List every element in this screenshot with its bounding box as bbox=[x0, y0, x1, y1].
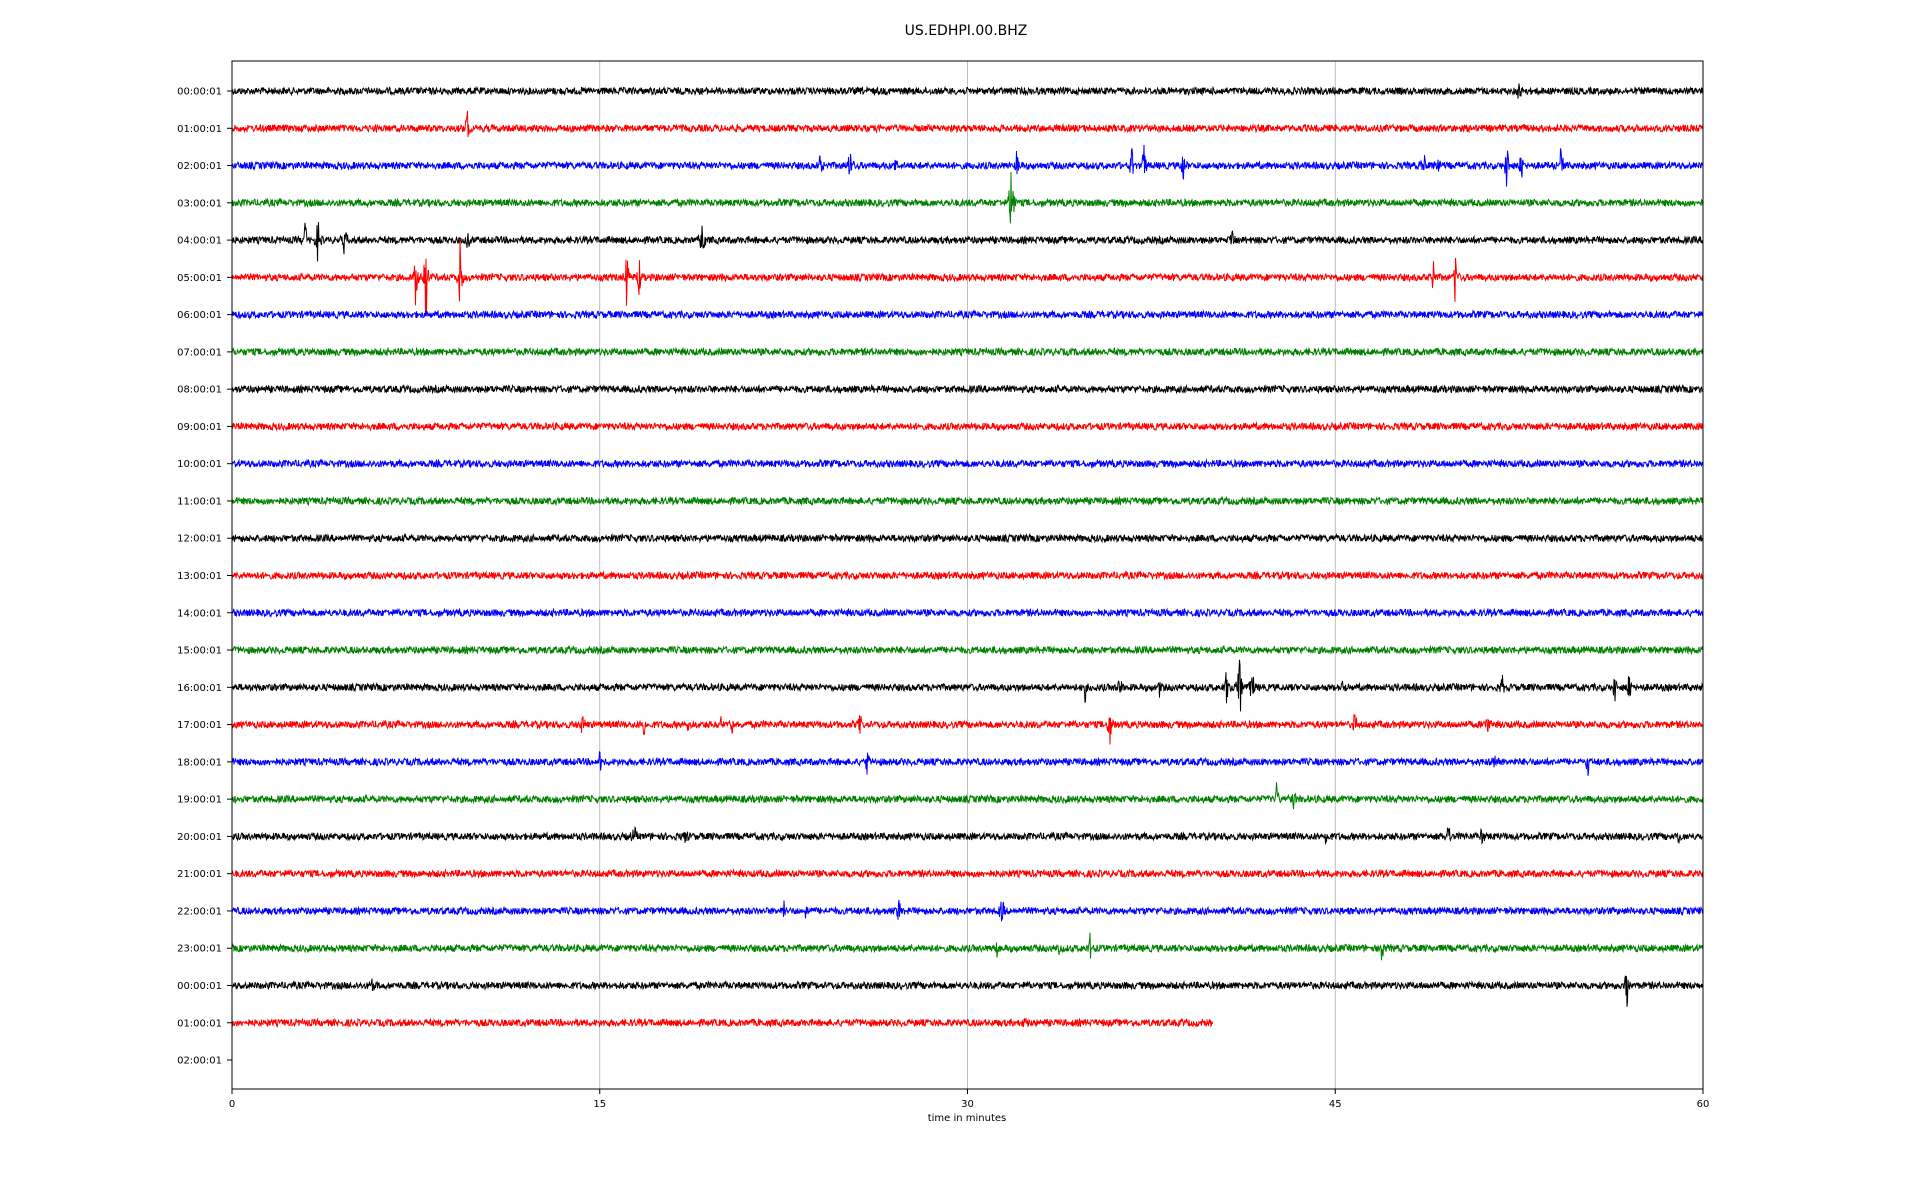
row-label: 11:00:01 bbox=[177, 496, 222, 507]
trace-row bbox=[231, 532, 1704, 544]
row-label: 13:00:01 bbox=[177, 571, 222, 582]
trace-row bbox=[231, 1017, 1213, 1029]
traces bbox=[231, 83, 1704, 1029]
trace-row bbox=[231, 899, 1704, 922]
x-tick-label: 60 bbox=[1697, 1099, 1710, 1110]
trace-row bbox=[231, 458, 1704, 469]
x-tick-label: 0 bbox=[229, 1099, 235, 1110]
x-ticks: 0 15 30 45 60 bbox=[229, 1089, 1710, 1110]
trace-row bbox=[231, 932, 1704, 961]
trace-row bbox=[231, 751, 1704, 776]
row-label: 05:00:01 bbox=[177, 273, 222, 284]
row-label: 10:00:01 bbox=[177, 459, 222, 470]
trace-row bbox=[231, 222, 1704, 262]
trace-row bbox=[231, 309, 1704, 321]
row-label: 00:00:01 bbox=[177, 87, 222, 98]
trace-row bbox=[231, 346, 1704, 358]
row-label: 00:00:01 bbox=[177, 981, 222, 992]
trace-row bbox=[231, 782, 1704, 810]
row-label: 18:00:01 bbox=[177, 757, 222, 768]
trace-row bbox=[231, 826, 1703, 845]
trace-row bbox=[231, 421, 1704, 432]
x-tick-label: 30 bbox=[961, 1099, 974, 1110]
trace-row bbox=[231, 975, 1704, 1007]
x-axis-label: time in minutes bbox=[928, 1113, 1007, 1124]
row-label: 19:00:01 bbox=[177, 795, 222, 806]
row-label: 02:00:01 bbox=[177, 161, 222, 172]
trace-row bbox=[231, 495, 1704, 507]
row-label: 02:00:01 bbox=[177, 1056, 222, 1067]
row-label: 01:00:01 bbox=[177, 1018, 222, 1029]
trace-row bbox=[231, 383, 1704, 395]
trace-row bbox=[231, 713, 1704, 745]
row-label: 09:00:01 bbox=[177, 422, 222, 433]
row-label: 03:00:01 bbox=[177, 198, 222, 209]
row-label: 16:00:01 bbox=[177, 683, 222, 694]
row-labels: 00:00:01 01:00:01 02:00:01 03:00:01 04:00:01… bbox=[177, 87, 232, 1067]
trace-row bbox=[231, 110, 1704, 138]
trace-row bbox=[231, 83, 1704, 99]
row-label: 07:00:01 bbox=[177, 347, 222, 358]
x-tick-label: 15 bbox=[593, 1099, 606, 1110]
row-label: 04:00:01 bbox=[177, 236, 222, 247]
trace-row bbox=[231, 659, 1704, 712]
row-label: 08:00:01 bbox=[177, 385, 222, 396]
trace-row bbox=[231, 607, 1704, 619]
trace-row bbox=[231, 868, 1704, 880]
trace-row bbox=[231, 144, 1704, 187]
row-label: 20:00:01 bbox=[177, 832, 222, 843]
row-label: 01:00:01 bbox=[177, 124, 222, 135]
trace-row bbox=[231, 171, 1704, 224]
plot-frame bbox=[231, 60, 1704, 1090]
x-tick-label: 45 bbox=[1329, 1099, 1342, 1110]
row-label: 12:00:01 bbox=[177, 534, 222, 545]
trace-row bbox=[231, 644, 1704, 656]
trace-row bbox=[231, 570, 1704, 581]
row-label: 17:00:01 bbox=[177, 720, 222, 731]
row-label: 06:00:01 bbox=[177, 310, 222, 321]
row-label: 21:00:01 bbox=[177, 869, 222, 880]
row-label: 14:00:01 bbox=[177, 608, 222, 619]
trace-row bbox=[231, 238, 1704, 316]
row-label: 15:00:01 bbox=[177, 646, 222, 657]
chart-title: US.EDHPI.00.BHZ bbox=[905, 23, 1028, 39]
row-label: 23:00:01 bbox=[177, 944, 222, 955]
row-label: 22:00:01 bbox=[177, 906, 222, 917]
